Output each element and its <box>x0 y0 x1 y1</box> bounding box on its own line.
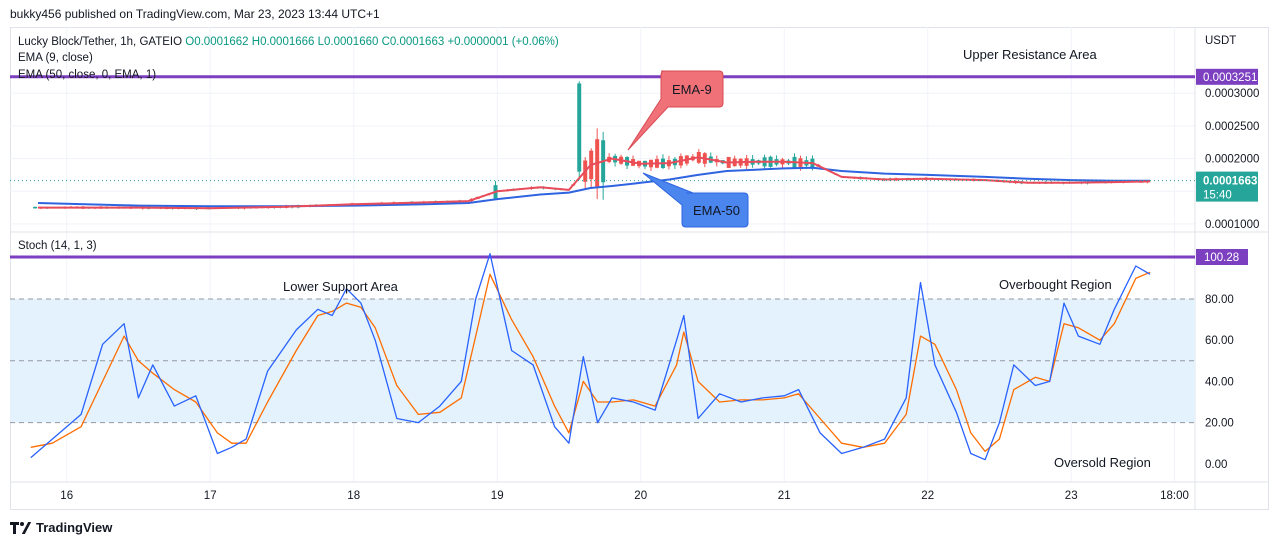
ema9-callout-label: EMA-9 <box>672 82 712 97</box>
candle-body <box>577 83 582 172</box>
stoch-tick-label: 60.00 <box>1205 335 1234 347</box>
resistance-price-tag <box>1196 68 1258 85</box>
footer-brand-label: TradingView <box>36 520 113 535</box>
time-tick-label: 18 <box>347 490 360 502</box>
price-tick-label: 0.0002500 <box>1205 121 1259 133</box>
time-tick-label: 21 <box>778 490 791 502</box>
resistance-price-label: 0.0003251 <box>1203 72 1257 84</box>
price-tick-label: 0.0001000 <box>1205 219 1259 231</box>
countdown-label: 15:40 <box>1203 190 1232 202</box>
ema50-callout-bubble <box>642 172 749 228</box>
price-axis-currency: USDT <box>1205 35 1236 47</box>
last-price-tag <box>1196 171 1258 202</box>
stoch-tick-label: 0.00 <box>1205 459 1227 471</box>
lower-support-annotation: Lower Support Area <box>283 279 399 294</box>
stoch-k-line <box>30 253 1151 461</box>
time-tick-label: 17 <box>204 490 217 502</box>
price-tick-label: 0.0003000 <box>1205 88 1259 100</box>
time-tick-label: 16 <box>60 490 73 502</box>
stoch-tick-label: 20.00 <box>1205 418 1234 430</box>
overbought-annotation: Overbought Region <box>999 277 1112 292</box>
ema50-callout-label: EMA-50 <box>693 203 740 218</box>
publisher-line: bukky456 published on TradingView.com, M… <box>10 7 380 21</box>
legend-ohlc: O0.0001662 H0.0001666 L0.0001660 C0.0001… <box>185 36 559 48</box>
upper-resistance-annotation: Upper Resistance Area <box>963 47 1097 62</box>
stoch-line-label: 100.28 <box>1204 252 1239 264</box>
legend-symbol-row: Lucky Block/Tether, 1h, GATEIO O0.000166… <box>18 36 559 48</box>
legend-ema9[interactable]: EMA (9, close) <box>18 52 93 64</box>
time-tick-label: 19 <box>491 490 504 502</box>
oversold-annotation: Oversold Region <box>1054 455 1151 470</box>
footer-brand: TradingView <box>10 520 112 535</box>
chart-frame <box>10 27 1269 510</box>
price-tick-label: 0.0002000 <box>1205 154 1259 166</box>
candle-body <box>33 206 38 209</box>
legend-ema50[interactable]: EMA (50, close, 0, EMA, 1) <box>18 69 157 81</box>
last-price-label: 0.0001663 <box>1203 176 1257 188</box>
ema50-line <box>37 166 1151 208</box>
time-tick-label: 20 <box>634 490 647 502</box>
time-tick-label: 23 <box>1065 490 1078 502</box>
stoch-band <box>10 299 1195 423</box>
ema9-line <box>38 156 1151 210</box>
ema9-callout-bubble <box>627 70 724 151</box>
stoch-d-line <box>30 271 1151 453</box>
tradingview-logo-icon <box>10 521 32 534</box>
legend-stoch[interactable]: Stoch (14, 1, 3) <box>18 240 97 252</box>
stoch-tick-label: 80.00 <box>1205 294 1234 306</box>
time-tick-label: 22 <box>921 490 934 502</box>
legend-symbol: Lucky Block/Tether, 1h, GATEIO <box>18 36 183 48</box>
stoch-line-tag <box>1196 249 1248 265</box>
chart-canvas[interactable]: USDT 0.0003000 0.0002500 0.0002000 0.0001000… <box>10 27 1270 511</box>
stoch-tick-label: 40.00 <box>1205 376 1234 388</box>
time-tick-label: 18:00 <box>1160 490 1189 502</box>
